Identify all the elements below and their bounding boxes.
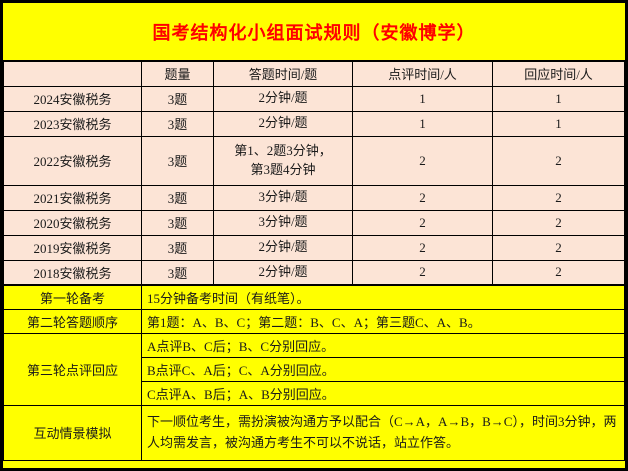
time-cell: 2分钟/题	[213, 259, 353, 286]
time-cell: 第1、2题3分钟， 第3题4分钟	[213, 135, 353, 186]
rule-row-round3-b: B点评C、A后；C、A分别回应。	[4, 356, 625, 382]
time-cell: 2分钟/题	[213, 85, 353, 112]
header-cell-response: 回应时间/人	[492, 60, 625, 87]
time-cell: 2分钟/题	[213, 234, 353, 261]
row-label: 2018安徽税务	[3, 259, 142, 286]
table-row-2020: 2020安徽税务 3题 3分钟/题 2 2	[3, 209, 625, 236]
round2-label: 第二轮答题顺序	[3, 308, 142, 334]
table-row-2018: 2018安徽税务 3题 2分钟/题 2 2	[3, 259, 625, 286]
comment-cell: 1	[352, 85, 493, 112]
row-label: 2021安徽税务	[3, 184, 142, 211]
round3-item: A点评B、C后；B、C分别回应。	[141, 332, 625, 358]
table-row-2023: 2023安徽税务 3题 2分钟/题 1 1	[3, 110, 625, 137]
time-cell: 3分钟/题	[213, 184, 353, 211]
response-cell: 2	[492, 135, 625, 186]
header-cell-comment: 点评时间/人	[352, 60, 493, 87]
simulation-label: 互动情景模拟	[3, 404, 142, 461]
round1-text: 15分钟备考时间（有纸笔）。	[141, 284, 625, 310]
qty-cell: 3题	[141, 209, 214, 236]
row-label: 2020安徽税务	[3, 209, 142, 236]
round1-label: 第一轮备考	[3, 284, 142, 310]
comment-cell: 2	[352, 259, 493, 286]
qty-cell: 3题	[141, 85, 214, 112]
row-label: 2019安徽税务	[3, 234, 142, 261]
response-cell: 2	[492, 184, 625, 211]
qty-cell: 3题	[141, 110, 214, 137]
rule-row-round3-a: 第三轮点评回应 A点评B、C后；B、C分别回应。	[3, 332, 625, 406]
rule-row-simulation: 互动情景模拟 下一顺位考生，需扮演被沟通方予以配合（C→A，A→B，B→C），时…	[3, 404, 625, 461]
comment-cell: 2	[352, 184, 493, 211]
row-label: 2024安徽税务	[3, 85, 142, 112]
comment-cell: 2	[352, 209, 493, 236]
comment-cell: 2	[352, 135, 493, 186]
rule-row-round1: 第一轮备考 15分钟备考时间（有纸笔）。	[3, 284, 625, 310]
qty-cell: 3题	[141, 184, 214, 211]
response-cell: 2	[492, 234, 625, 261]
round3-item: C点评A、B后；A、B分别回应。	[141, 380, 625, 406]
comment-cell: 1	[352, 110, 493, 137]
response-cell: 1	[492, 110, 625, 137]
round2-text: 第1题：A、B、C；第二题：B、C、A；第三题C、A、B。	[141, 308, 625, 334]
row-label: 2023安徽税务	[3, 110, 142, 137]
qty-cell: 3题	[141, 259, 214, 286]
rule-row-round2: 第二轮答题顺序 第1题：A、B、C；第二题：B、C、A；第三题C、A、B。	[3, 308, 625, 334]
header-cell-qty: 题量	[141, 60, 214, 87]
response-cell: 2	[492, 209, 625, 236]
table-header-row: 题量 答题时间/题 点评时间/人 回应时间/人	[3, 60, 625, 87]
time-cell: 2分钟/题	[213, 110, 353, 137]
round3-label: 第三轮点评回应	[3, 332, 142, 406]
header-cell-blank	[3, 60, 142, 87]
table-row-2021: 2021安徽税务 3题 3分钟/题 2 2	[3, 184, 625, 211]
interview-rules-table: 题量 答题时间/题 点评时间/人 回应时间/人 2024安徽税务 3题 2分钟/…	[3, 60, 625, 461]
table-row-2022: 2022安徽税务 3题 第1、2题3分钟， 第3题4分钟 2 2	[3, 135, 625, 186]
row-label: 2022安徽税务	[3, 135, 142, 186]
time-cell: 3分钟/题	[213, 209, 353, 236]
header-cell-time: 答题时间/题	[213, 60, 353, 87]
response-cell: 2	[492, 259, 625, 286]
qty-cell: 3题	[141, 234, 214, 261]
table-row-2024: 2024安徽税务 3题 2分钟/题 1 1	[3, 85, 625, 112]
table-row-2019: 2019安徽税务 3题 2分钟/题 2 2	[3, 234, 625, 261]
page-title: 国考结构化小组面试规则（安徽博学）	[3, 3, 625, 60]
response-cell: 1	[492, 85, 625, 112]
round3-item: B点评C、A后；C、A分别回应。	[141, 356, 625, 382]
comment-cell: 2	[352, 234, 493, 261]
qty-cell: 3题	[141, 135, 214, 186]
simulation-text: 下一顺位考生，需扮演被沟通方予以配合（C→A，A→B，B→C），时间3分钟，两人…	[141, 404, 625, 461]
